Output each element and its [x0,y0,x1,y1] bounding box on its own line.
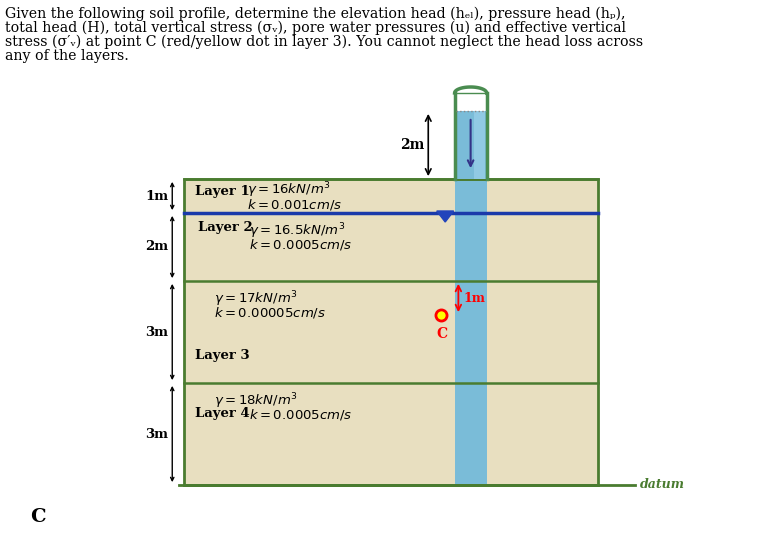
Text: 1m: 1m [463,292,485,305]
Text: $\gamma = 16.5kN/m^3$: $\gamma = 16.5kN/m^3$ [249,221,346,241]
Bar [474,111,485,179]
Bar [183,179,598,485]
Text: Given the following soil profile, determine the elevation head (hₑₗ), pressure h: Given the following soil profile, determ… [5,7,625,21]
Text: Layer 2: Layer 2 [198,221,253,234]
Text: Layer 1: Layer 1 [195,184,249,197]
Text: C: C [30,508,45,526]
Text: Layer 3: Layer 3 [195,349,249,362]
Text: $k = 0.00005cm/s$: $k = 0.00005cm/s$ [213,305,326,320]
Text: stress (σ′ᵥ) at point C (red/yellow dot in layer 3). You cannot neglect the head: stress (σ′ᵥ) at point C (red/yellow dot … [5,35,643,49]
Bar [454,179,487,485]
Text: $\gamma = 18kN/m^3$: $\gamma = 18kN/m^3$ [213,391,297,411]
Bar [183,213,598,281]
Text: 2m: 2m [146,241,169,254]
Text: C: C [436,327,447,341]
Bar [183,179,598,213]
Text: $k = 0.0005cm/s$: $k = 0.0005cm/s$ [249,237,353,252]
Polygon shape [437,211,454,222]
Text: $k = 0.0005cm/s$: $k = 0.0005cm/s$ [249,407,353,422]
Text: 3m: 3m [146,428,169,441]
Text: 2m: 2m [400,138,424,152]
Text: $k = 0.001cm/s$: $k = 0.001cm/s$ [246,197,342,211]
Text: $\gamma = 17kN/m^3$: $\gamma = 17kN/m^3$ [213,289,297,308]
Text: any of the layers.: any of the layers. [5,49,129,63]
Bar [183,281,598,383]
Text: 3m: 3m [146,326,169,339]
Bar [454,111,487,179]
Text: total head (H), total vertical stress (σᵥ), pore water pressures (u) and effecti: total head (H), total vertical stress (σ… [5,21,626,35]
Text: Layer 4: Layer 4 [195,407,249,420]
Text: 1m: 1m [146,190,169,203]
Text: datum: datum [640,479,685,492]
Bar [183,383,598,485]
Text: $\gamma = 16kN/m^3$: $\gamma = 16kN/m^3$ [246,180,330,200]
